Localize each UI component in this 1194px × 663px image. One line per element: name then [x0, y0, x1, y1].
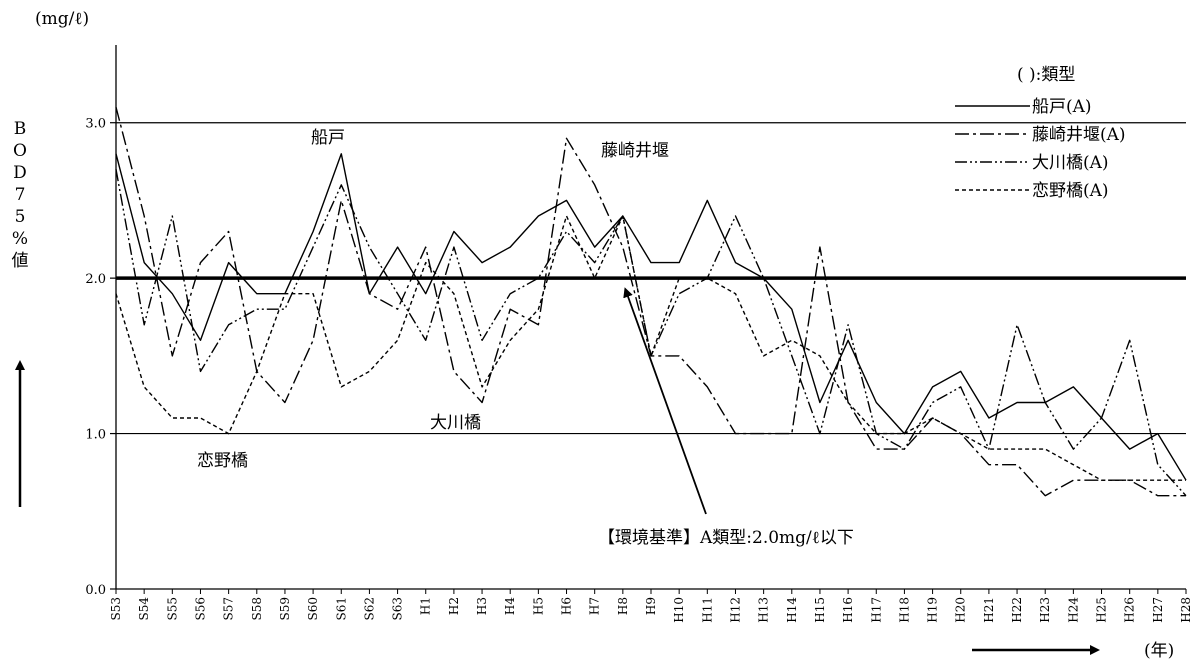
standard-arrow	[623, 287, 707, 515]
y-tick-label: 1.0	[85, 428, 106, 443]
x-tick-label: H1	[419, 597, 433, 615]
y-title-char: 7	[15, 185, 26, 205]
x-tick-label: H7	[588, 597, 602, 615]
x-tick-label: H27	[1151, 597, 1165, 623]
x-tick-label: H11	[700, 597, 714, 623]
x-tick-label: H24	[1066, 597, 1080, 623]
annotation-funato: 船戸	[311, 128, 345, 148]
x-ticks: S53 S54 S55 S56 S57 S58 S59 S60 S61 S62 S63 H1 H2 H3 H…	[109, 589, 1193, 623]
x-tick-label: H3	[475, 597, 489, 615]
y-title-char: B	[14, 119, 27, 139]
x-tick-label: H12	[728, 597, 742, 623]
x-tick-label: H22	[1010, 597, 1024, 623]
legend-label-0: 船戸(A)	[1032, 97, 1092, 117]
x-tick-label: H4	[503, 597, 517, 615]
y-unit-label: (mg/ℓ)	[35, 9, 89, 29]
series-line-1	[115, 107, 1186, 497]
x-tick-label: H20	[954, 597, 968, 623]
x-tick-label: S55	[165, 597, 179, 621]
series-group	[115, 107, 1187, 497]
legend-label-1: 藤崎井堰(A)	[1032, 125, 1126, 145]
series-line-2	[115, 169, 1187, 497]
y-title-char: D	[13, 163, 27, 183]
y-tick-label: 2.0	[85, 272, 106, 287]
y-title-char: 値	[12, 251, 29, 271]
x-tick-label: S56	[193, 597, 207, 621]
annotation-standard: 【環境基準】A類型:2.0mg/ℓ以下	[598, 528, 854, 548]
x-tick-label: S53	[109, 597, 123, 621]
x-tick-label: H5	[531, 597, 545, 615]
annotation-koino: 恋野橋	[197, 450, 248, 471]
x-tick-label: S63	[391, 597, 405, 621]
series-line-3	[115, 215, 1186, 481]
annotation-okawa: 大川橋	[430, 413, 481, 433]
y-ticks: 0.0 1.0 2.0 3.0	[85, 117, 116, 598]
x-axis-label: (年)	[1144, 641, 1174, 661]
x-tick-label: H17	[869, 597, 883, 623]
x-tick-label: S58	[250, 597, 264, 621]
x-tick-label: S59	[278, 597, 292, 621]
legend-label-3: 恋野橋(A)	[1032, 180, 1109, 201]
y-tick-label: 3.0	[85, 117, 106, 132]
x-tick-label: S60	[306, 597, 320, 621]
x-tick-label: H9	[644, 597, 658, 615]
y-title-char: %	[12, 229, 28, 249]
x-tick-label: S54	[137, 597, 151, 621]
x-tick-label: S62	[362, 597, 376, 621]
legend: ( ):類型 船戸(A) 藤崎井堰(A) 大川橋(A) 恋野橋(A)	[955, 65, 1126, 201]
x-tick-label: H14	[785, 597, 799, 623]
x-tick-label: H23	[1038, 597, 1052, 623]
x-tick-label: H28	[1179, 597, 1193, 623]
x-tick-label: H16	[841, 597, 855, 623]
x-tick-label: S61	[334, 597, 348, 621]
x-tick-label: H21	[982, 597, 996, 623]
annotation-fujisaki: 藤崎井堰	[601, 141, 669, 161]
x-tick-label: H15	[813, 597, 827, 623]
x-tick-label: H8	[616, 597, 630, 615]
legend-label-2: 大川橋(A)	[1032, 153, 1109, 173]
legend-title: ( ):類型	[1017, 65, 1075, 85]
series-line-0	[115, 153, 1187, 481]
y-title-char: 5	[15, 207, 26, 227]
x-tick-label: H2	[447, 597, 461, 615]
x-tick-label: H26	[1123, 597, 1137, 623]
x-tick-label: H13	[757, 597, 771, 623]
reference-lines	[116, 122, 1186, 435]
x-tick-label: H25	[1095, 597, 1109, 623]
x-tick-label: H10	[672, 597, 686, 623]
x-tick-label: H18	[897, 597, 911, 623]
x-tick-label: H6	[560, 597, 574, 615]
y-title-char: O	[13, 141, 27, 161]
x-tick-label: H19	[926, 597, 940, 623]
x-tick-label: S57	[222, 597, 236, 621]
y-tick-label: 0.0	[85, 583, 106, 598]
